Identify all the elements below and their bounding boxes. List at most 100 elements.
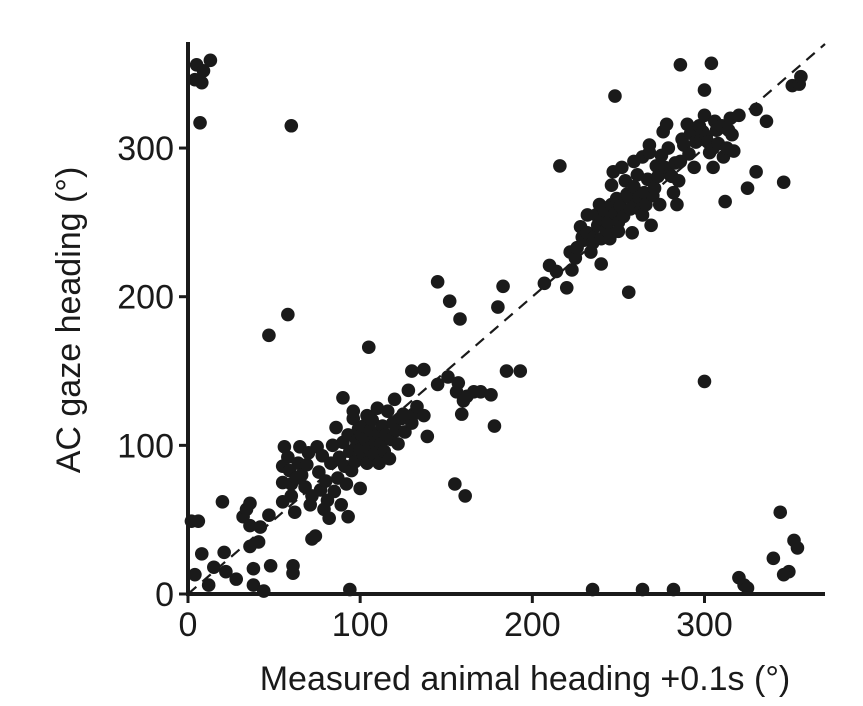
data-point xyxy=(513,364,528,378)
data-point xyxy=(740,181,755,195)
data-point xyxy=(219,564,233,579)
data-point xyxy=(652,197,667,212)
data-point xyxy=(615,160,629,175)
data-point xyxy=(382,451,397,466)
data-point xyxy=(621,285,636,300)
data-point xyxy=(647,181,662,195)
x-tick-label: 200 xyxy=(504,606,561,644)
data-point xyxy=(630,168,645,182)
x-tick-label: 100 xyxy=(332,606,389,644)
data-point xyxy=(441,370,455,384)
data-point xyxy=(318,474,333,488)
y-tick-label: 0 xyxy=(155,576,174,614)
data-point xyxy=(773,505,788,520)
data-point xyxy=(329,420,343,435)
data-point xyxy=(704,56,719,71)
data-point xyxy=(251,535,266,549)
data-point xyxy=(430,377,445,392)
data-point xyxy=(417,408,431,423)
data-point xyxy=(246,578,261,592)
data-point xyxy=(608,89,622,103)
data-point xyxy=(391,437,405,451)
data-point xyxy=(625,225,639,240)
data-point xyxy=(627,179,641,194)
data-point xyxy=(203,53,218,68)
data-point xyxy=(491,300,505,314)
data-point xyxy=(448,477,462,491)
data-point xyxy=(194,75,209,90)
data-point xyxy=(243,518,257,533)
data-point xyxy=(284,489,299,503)
y-tick-label: 300 xyxy=(117,130,174,168)
data-point xyxy=(594,257,608,271)
data-point xyxy=(387,392,402,407)
data-point xyxy=(749,165,763,179)
data-point xyxy=(353,481,367,496)
data-point xyxy=(215,495,230,509)
data-point xyxy=(499,364,514,378)
data-point xyxy=(336,390,350,405)
data-point xyxy=(749,102,763,117)
data-point xyxy=(281,307,295,322)
data-point xyxy=(229,572,244,586)
data-point xyxy=(277,440,292,454)
y-tick-label: 100 xyxy=(117,427,174,465)
data-point xyxy=(458,489,472,503)
data-point xyxy=(188,567,202,582)
data-point xyxy=(732,108,746,123)
data-point xyxy=(766,551,781,566)
data-point xyxy=(670,197,684,212)
data-point xyxy=(405,364,419,378)
data-point xyxy=(659,117,674,132)
data-point xyxy=(776,567,791,582)
data-point xyxy=(740,581,755,595)
data-point xyxy=(346,404,361,418)
data-point xyxy=(453,312,467,326)
data-point xyxy=(322,511,336,525)
data-point xyxy=(644,218,658,233)
data-point xyxy=(682,147,696,161)
data-point xyxy=(613,199,627,213)
data-point xyxy=(191,514,206,528)
data-point xyxy=(661,141,676,155)
data-point xyxy=(496,279,510,294)
data-point xyxy=(442,294,457,308)
axes: 0 100 200 300 0 100 200 300 xyxy=(117,42,825,644)
data-point xyxy=(642,145,657,160)
data-point xyxy=(194,547,209,561)
data-point xyxy=(635,208,650,222)
data-point xyxy=(339,477,354,491)
data-point xyxy=(671,173,686,188)
y-axis-title: AC gaze heading (°) xyxy=(50,167,88,474)
data-point xyxy=(396,407,411,421)
data-point xyxy=(193,115,207,130)
data-point xyxy=(568,251,583,265)
data-point xyxy=(262,328,276,343)
data-point xyxy=(380,404,395,418)
data-point xyxy=(718,194,732,209)
data-point xyxy=(207,560,221,575)
data-point xyxy=(361,340,376,355)
data-point xyxy=(196,63,211,78)
data-point xyxy=(611,224,626,239)
data-point xyxy=(725,127,739,142)
data-point xyxy=(673,58,688,72)
data-point xyxy=(308,529,323,543)
data-point xyxy=(553,159,567,173)
data-point xyxy=(325,438,340,453)
data-point xyxy=(201,578,216,592)
identity-line xyxy=(187,43,826,595)
data-point xyxy=(365,413,380,427)
data-point xyxy=(484,388,498,402)
data-point xyxy=(559,280,574,295)
plot-area xyxy=(187,43,826,595)
data-point xyxy=(334,498,349,512)
data-point xyxy=(370,401,385,415)
data-point xyxy=(687,160,701,175)
data-point xyxy=(706,160,720,175)
data-point xyxy=(666,185,681,200)
x-tick-label: 300 xyxy=(676,606,733,644)
data-point xyxy=(286,558,300,573)
data-point xyxy=(246,561,261,576)
